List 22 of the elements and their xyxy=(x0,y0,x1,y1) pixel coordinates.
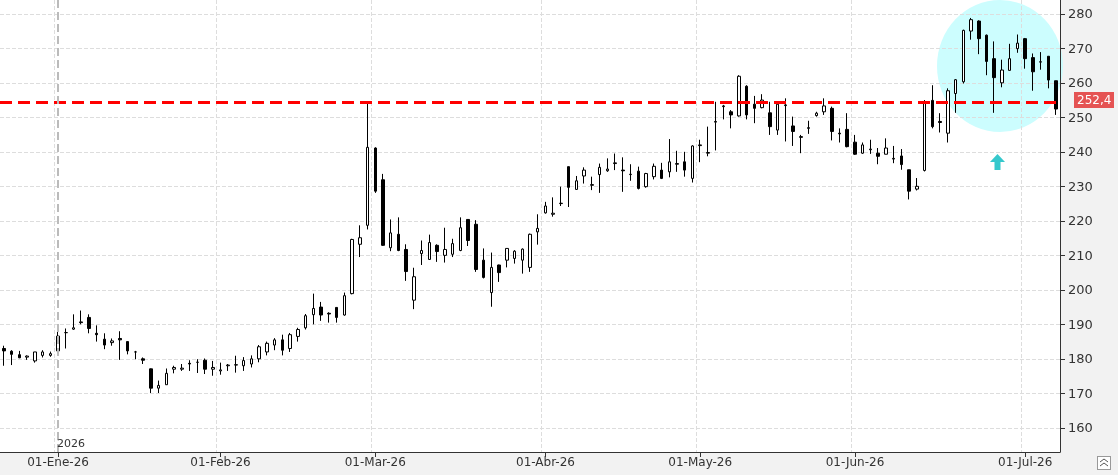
y-tick-label: 180 xyxy=(1068,351,1093,367)
x-tick-label: 01-Jun-26 xyxy=(825,455,885,469)
y-tick-label: 200 xyxy=(1068,282,1093,298)
y-tick-label: 240 xyxy=(1068,144,1093,160)
y-tick-label: 220 xyxy=(1068,213,1093,229)
x-tick-label: 01-Abr-26 xyxy=(516,455,575,469)
y-tick-label: 260 xyxy=(1068,75,1093,91)
x-tick-label: 01-Mar-26 xyxy=(344,455,406,469)
y-tick-label: 280 xyxy=(1068,6,1093,22)
text: 252,4 xyxy=(1074,92,1115,108)
y-tick-label: 270 xyxy=(1068,40,1093,56)
x-tick-label: 01-Ene-26 xyxy=(27,455,89,469)
x-tick-label: 01-Feb-26 xyxy=(190,455,251,469)
y-tick-label: 210 xyxy=(1068,247,1093,263)
x-tick-label: 01-Jul-26 xyxy=(998,455,1053,469)
y-tick-label: 160 xyxy=(1068,420,1093,436)
y-tick-label: 190 xyxy=(1068,316,1093,332)
y-tick-label: 230 xyxy=(1068,178,1093,194)
y-tick-label: 250 xyxy=(1068,109,1093,125)
x-tick-label: 01-May-26 xyxy=(668,455,733,469)
y-tick-label: 170 xyxy=(1068,385,1093,401)
ref-line-label: 2026 xyxy=(57,436,86,450)
